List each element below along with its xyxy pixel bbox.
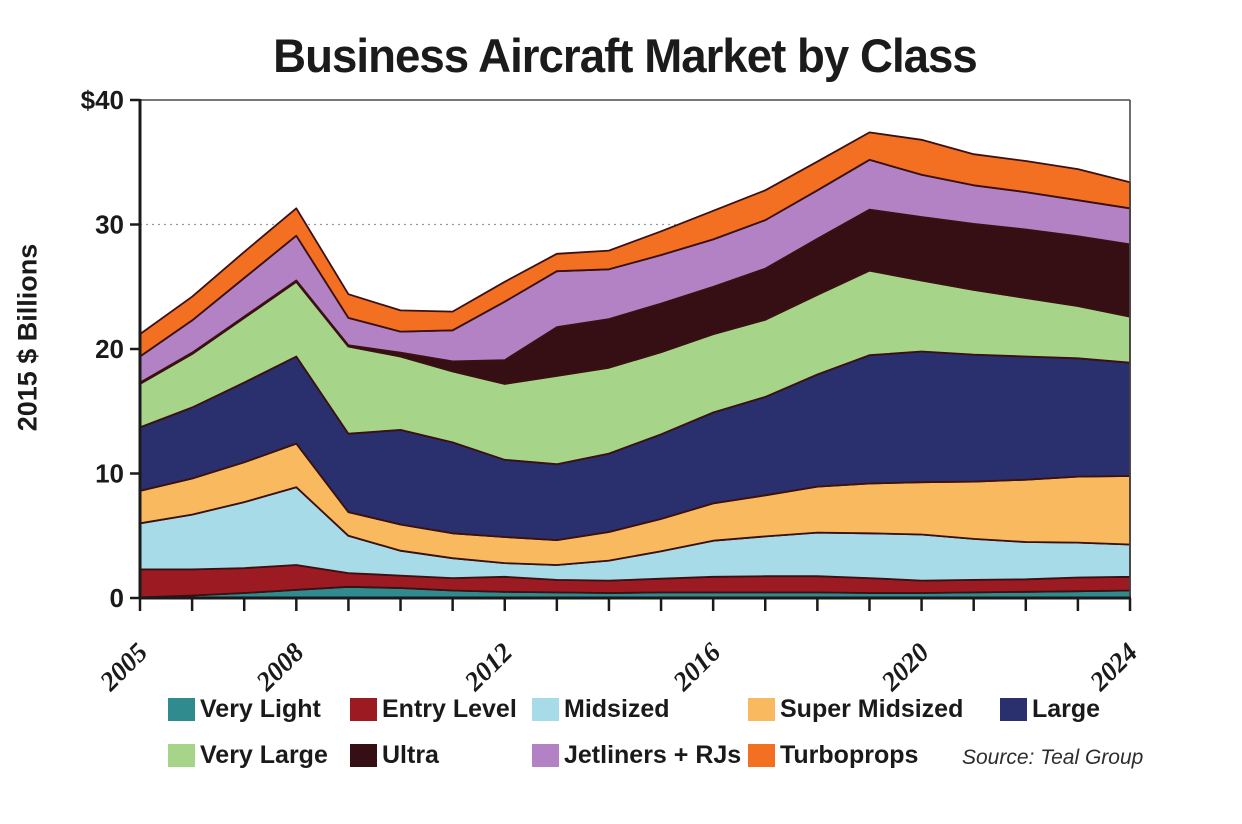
legend-label: Midsized	[564, 694, 670, 723]
legend-item-entry-level: Entry Level	[350, 694, 517, 724]
midsized-swatch	[532, 697, 559, 721]
x-tick-label-2020: 2020	[875, 637, 935, 697]
ultra-swatch	[350, 743, 377, 767]
x-tick-label-2016: 2016	[666, 637, 726, 697]
source-note: Source: Teal Group	[962, 746, 1144, 769]
x-tick-label-2005: 2005	[93, 637, 153, 697]
jetliners-rjs-swatch	[532, 743, 559, 767]
entry-level-swatch	[350, 697, 377, 721]
super-midsized-swatch	[748, 697, 775, 721]
legend-item-midsized: Midsized	[532, 694, 670, 724]
legend-item-very-large: Very Large	[168, 740, 328, 770]
very-large-swatch	[168, 743, 195, 767]
legend-item-super-midsized: Super Midsized	[748, 694, 963, 724]
legend-item-jetliners-rjs: Jetliners + RJs	[532, 740, 741, 770]
legend-label: Entry Level	[382, 694, 517, 723]
y-tick-label-10: 10	[95, 459, 124, 489]
legend-label: Super Midsized	[780, 694, 964, 723]
legend-label: Jetliners + RJs	[564, 740, 742, 769]
large-swatch	[1000, 697, 1027, 721]
legend-item-very-light: Very Light	[168, 694, 321, 724]
legend-label: Ultra	[382, 740, 439, 769]
very-light-swatch	[168, 697, 195, 721]
chart-title: Business Aircraft Market by Class	[273, 29, 978, 82]
legend-item-ultra: Ultra	[350, 740, 439, 770]
y-tick-label-30: 30	[95, 210, 124, 240]
legend-label: Very Light	[200, 694, 321, 723]
legend-item-large: Large	[1000, 694, 1100, 724]
legend-label: Large	[1032, 694, 1101, 723]
turboprops-swatch	[748, 743, 775, 767]
legend-label: Turboprops	[780, 740, 919, 769]
x-tick-label-2008: 2008	[249, 637, 309, 697]
legend-item-turboprops: Turboprops	[748, 740, 918, 770]
y-tick-label-40: $40	[81, 85, 124, 115]
x-tick-label-2012: 2012	[458, 637, 518, 697]
legend-label: Very Large	[200, 740, 328, 769]
y-tick-label-20: 20	[95, 334, 124, 364]
x-tick-label-2024: 2024	[1083, 637, 1143, 697]
y-tick-label-0: 0	[110, 583, 124, 613]
